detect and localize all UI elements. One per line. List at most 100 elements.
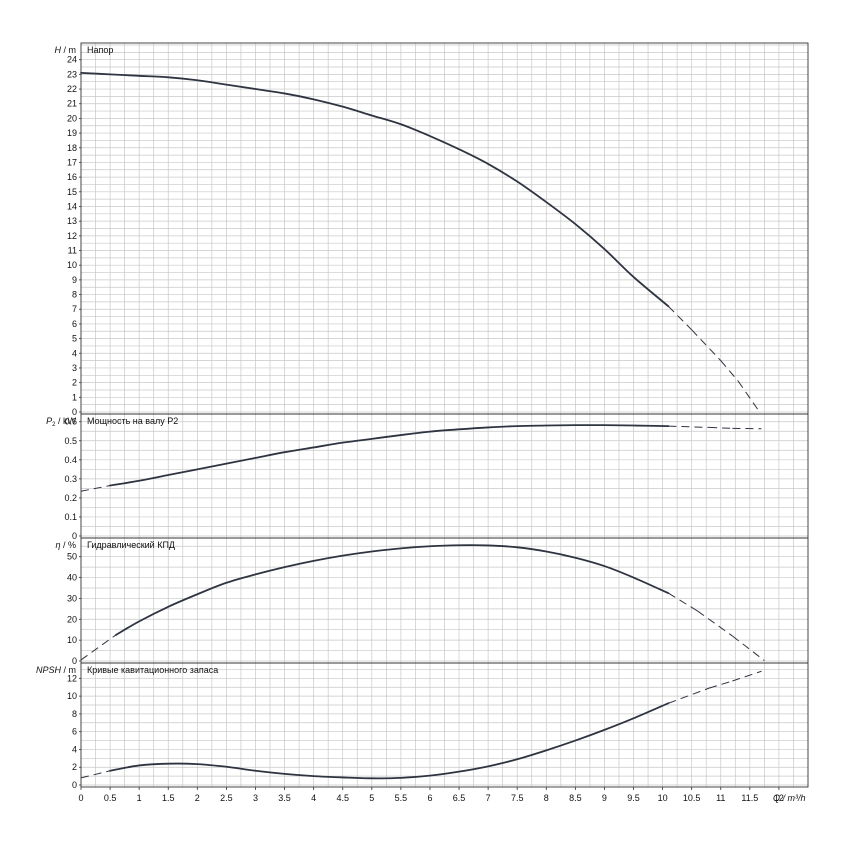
y-tick-label: 10	[67, 635, 77, 645]
x-tick-label: 7.5	[511, 793, 524, 803]
panel-title: Кривые кавитационного запаса	[87, 665, 218, 675]
y-axis-unit: / kW	[56, 416, 77, 426]
curve-power	[109, 424, 670, 487]
x-tick-label: 10	[658, 793, 668, 803]
y-axis-symbol: NPSH	[36, 665, 62, 675]
curve-head	[80, 71, 670, 308]
y-tick-label: 4	[72, 348, 77, 358]
x-tick-label: 3.5	[278, 793, 291, 803]
y-tick-label: 6	[72, 319, 77, 329]
y-axis-subscript: 2	[52, 422, 56, 428]
x-tick-label: 2	[195, 793, 200, 803]
panel-title: Напор	[87, 45, 113, 55]
y-tick-label: 20	[67, 113, 77, 123]
x-tick-label: 12	[774, 793, 784, 803]
y-tick-label: 8	[72, 290, 77, 300]
y-tick-label: 12	[67, 673, 77, 683]
x-tick-label: 8	[544, 793, 549, 803]
panel-title: Мощность на валу P2	[87, 416, 178, 426]
y-tick-label: 7	[72, 304, 77, 314]
curve-layer	[80, 71, 765, 780]
x-tick-label: 3	[253, 793, 258, 803]
y-tick-label: 24	[67, 55, 77, 65]
x-tick-label: 9	[602, 793, 607, 803]
panel-title: Гидравлический КПД	[87, 540, 175, 550]
y-tick-label: 30	[67, 593, 77, 603]
curve-extrapolation-segment	[80, 770, 111, 779]
y-tick-label: 0.5	[64, 436, 77, 446]
x-tick-label: 0	[78, 793, 83, 803]
y-tick-label: 10	[67, 691, 77, 701]
x-tick-label: 7	[486, 793, 491, 803]
y-tick-label: 0.1	[64, 512, 77, 522]
x-tick-label: 6	[427, 793, 432, 803]
y-tick-label: 4	[72, 744, 77, 754]
x-tick-label: 8.5	[569, 793, 582, 803]
x-tick-label: 11	[716, 793, 725, 803]
y-axis-unit: / m	[61, 665, 76, 675]
curve-extrapolation-segment	[737, 380, 759, 411]
x-axis-label: Q / m³/h	[773, 793, 806, 803]
y-axis-unit: / m	[61, 45, 76, 55]
curve-extrapolation-segment	[691, 329, 722, 361]
y-tick-label: 11	[68, 246, 77, 256]
y-tick-label: 5	[72, 334, 77, 344]
y-tick-label: 0	[72, 531, 77, 541]
y-tick-label: 0.6	[64, 417, 77, 427]
y-tick-label: 19	[67, 128, 77, 138]
curve-extrapolation-segment	[668, 305, 693, 331]
y-tick-label: 14	[67, 201, 77, 211]
curve-extrapolation-segment	[80, 485, 111, 492]
y-axis-label: P2 / kW	[46, 416, 76, 428]
y-tick-label: 22	[67, 84, 77, 94]
y-tick-label: 0	[72, 780, 77, 790]
y-tick-label: 2	[72, 378, 77, 388]
y-tick-label: 18	[67, 143, 77, 153]
curve-npsh	[109, 702, 670, 780]
y-tick-label: 0	[72, 656, 77, 666]
y-tick-label: 15	[67, 187, 77, 197]
y-axis-symbol: H	[55, 45, 62, 55]
y-tick-label: 20	[67, 614, 77, 624]
y-tick-label: 23	[67, 69, 77, 79]
label-layer: 0123456789101112131415161718192021222324…	[36, 45, 806, 803]
frame-layer	[79, 42, 809, 790]
x-tick-label: 1.5	[162, 793, 175, 803]
y-tick-label: 50	[67, 552, 77, 562]
y-tick-label: 0.3	[64, 474, 77, 484]
y-tick-label: 0.2	[64, 493, 77, 503]
curve-extrapolation-segment	[708, 680, 733, 689]
x-tick-label: 11.5	[741, 793, 758, 803]
y-axis-label: η / %	[55, 540, 76, 550]
x-tick-label: 5.5	[395, 793, 408, 803]
x-tick-label: 4	[311, 793, 316, 803]
x-tick-label: 4.5	[336, 793, 349, 803]
y-tick-label: 1	[72, 392, 77, 402]
y-tick-label: 12	[67, 231, 77, 241]
y-axis-unit: / %	[60, 540, 76, 550]
x-tick-label: 6.5	[453, 793, 466, 803]
curve-extrapolation-segment	[720, 360, 739, 382]
x-tick-label: 0.5	[104, 793, 117, 803]
curve-extrapolation-segment	[668, 687, 710, 704]
x-tick-label: 2.5	[220, 793, 233, 803]
curve-extrapolation-segment	[709, 426, 733, 429]
y-tick-label: 21	[67, 99, 77, 109]
y-axis-label: NPSH / m	[36, 665, 76, 675]
x-tick-label: 5	[369, 793, 374, 803]
y-axis-symbol: P	[46, 416, 52, 426]
curve-extrapolation-segment	[732, 670, 762, 682]
y-tick-label: 9	[72, 275, 77, 285]
curve-extrapolation-segment	[668, 592, 698, 612]
panel-frame	[80, 662, 809, 788]
y-tick-label: 10	[67, 260, 77, 270]
x-tick-label: 10.5	[683, 793, 701, 803]
y-tick-label: 2	[72, 762, 77, 772]
y-tick-label: 6	[72, 727, 77, 737]
y-tick-label: 17	[67, 157, 77, 167]
y-axis-label: H / m	[55, 45, 77, 55]
x-tick-label: 9.5	[627, 793, 640, 803]
y-axis-symbol: η	[55, 540, 60, 550]
y-tick-label: 13	[67, 216, 77, 226]
